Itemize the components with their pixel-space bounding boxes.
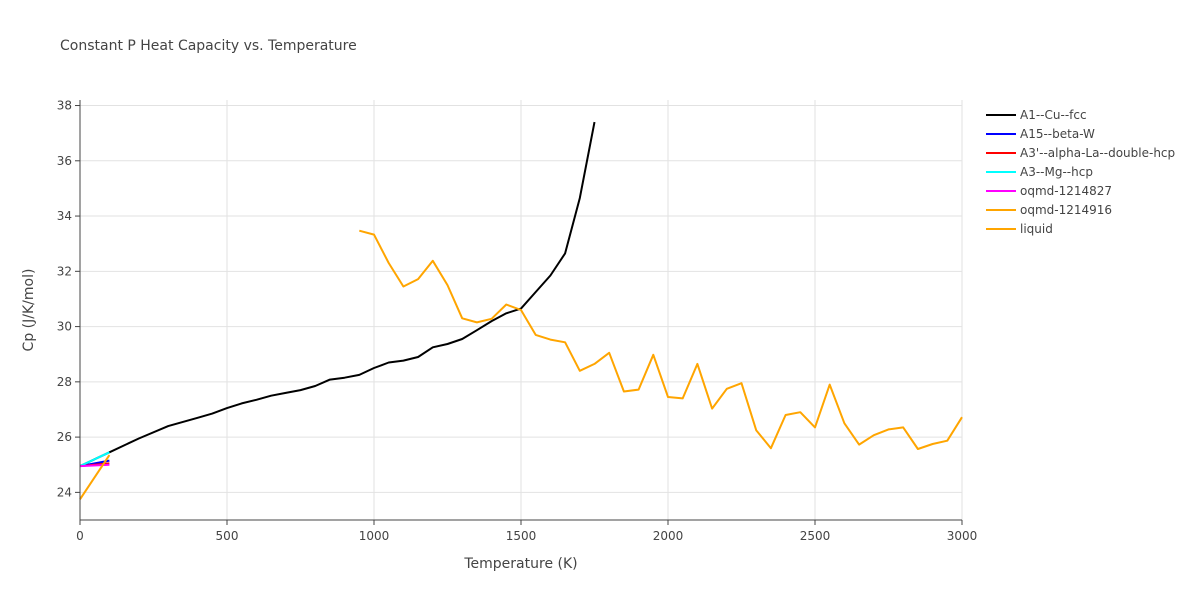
y-axis-label: Cp (J/K/mol) bbox=[21, 269, 37, 352]
legend-label: liquid bbox=[1020, 222, 1053, 236]
y-ticks: 24 26 28 30 32 34 36 38 bbox=[57, 99, 80, 499]
y-tick-label: 32 bbox=[57, 264, 72, 278]
legend-label: A3'--alpha-La--double-hcp bbox=[1020, 146, 1175, 160]
legend-item[interactable]: oqmd-1214916 bbox=[986, 203, 1112, 217]
legend-label: A3--Mg--hcp bbox=[1020, 165, 1093, 179]
series-line-0 bbox=[79, 121, 596, 468]
legend-item[interactable]: A3--Mg--hcp bbox=[986, 165, 1093, 179]
legend-label: A15--beta-W bbox=[1020, 127, 1095, 141]
legend-item[interactable]: A3'--alpha-La--double-hcp bbox=[986, 146, 1175, 160]
x-tick-label: 1000 bbox=[359, 529, 390, 543]
plot-lines bbox=[79, 121, 963, 500]
y-tick-label: 30 bbox=[57, 320, 72, 334]
y-tick-label: 26 bbox=[57, 430, 72, 444]
legend-item[interactable]: liquid bbox=[986, 222, 1053, 236]
y-tick-label: 34 bbox=[57, 209, 72, 223]
series-line-3 bbox=[79, 451, 110, 468]
series-line-4 bbox=[79, 463, 110, 468]
series-line-6 bbox=[359, 229, 963, 450]
legend-item[interactable]: oqmd-1214827 bbox=[986, 184, 1112, 198]
legend-item[interactable]: A15--beta-W bbox=[986, 127, 1095, 141]
x-tick-label: 2000 bbox=[653, 529, 684, 543]
legend-label: A1--Cu--fcc bbox=[1020, 108, 1087, 122]
y-tick-label: 38 bbox=[57, 99, 72, 113]
legend-label: oqmd-1214827 bbox=[1020, 184, 1112, 198]
x-tick-label: 1500 bbox=[506, 529, 537, 543]
grid bbox=[80, 100, 963, 520]
series-line-5 bbox=[79, 454, 111, 500]
chart-title: Constant P Heat Capacity vs. Temperature bbox=[60, 38, 357, 54]
x-ticks: 0 500 1000 1500 2000 2500 3000 bbox=[76, 520, 977, 543]
legend-item[interactable]: A1--Cu--fcc bbox=[986, 108, 1087, 122]
x-axis-label: Temperature (K) bbox=[463, 556, 577, 572]
x-tick-label: 500 bbox=[216, 529, 239, 543]
legend-label: oqmd-1214916 bbox=[1020, 203, 1112, 217]
y-tick-label: 24 bbox=[57, 485, 72, 499]
x-tick-label: 2500 bbox=[800, 529, 831, 543]
y-tick-label: 36 bbox=[57, 154, 72, 168]
y-tick-label: 28 bbox=[57, 375, 72, 389]
legend[interactable]: A1--Cu--fcc A15--beta-W A3'--alpha-La--dou… bbox=[986, 108, 1175, 236]
x-tick-label: 0 bbox=[76, 529, 84, 543]
x-tick-label: 3000 bbox=[947, 529, 978, 543]
